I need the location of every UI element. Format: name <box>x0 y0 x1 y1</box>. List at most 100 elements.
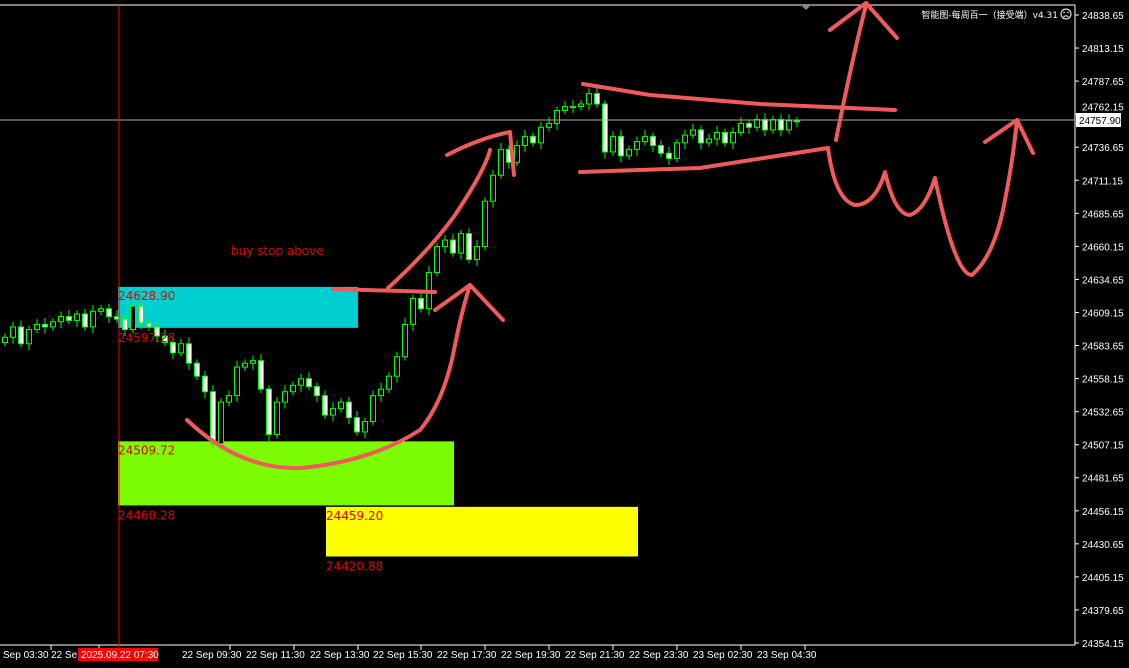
candle <box>474 240 480 267</box>
candle <box>714 126 720 146</box>
candle <box>226 390 232 406</box>
candle-body <box>602 103 608 153</box>
candle-body <box>570 106 576 109</box>
candle-body <box>354 417 360 433</box>
price-tick-label: 24583.65 <box>1082 342 1124 353</box>
time-tick-label: 22 Sep 17:30 <box>437 650 497 661</box>
candle-body <box>714 131 720 140</box>
candle-body <box>138 305 144 324</box>
price-tick-label: 24558.15 <box>1082 375 1124 386</box>
candle <box>562 101 568 115</box>
candle <box>514 140 520 167</box>
candle <box>490 170 496 208</box>
candle-body <box>594 93 600 105</box>
time-tick-label: 22 Se <box>51 650 78 661</box>
candle-body <box>538 126 544 144</box>
candle-body <box>762 119 768 131</box>
candle <box>794 116 800 128</box>
candle <box>642 129 648 146</box>
candle <box>314 382 320 403</box>
candle-body <box>122 318 128 331</box>
candle <box>162 329 168 347</box>
candle-body <box>58 316 64 323</box>
candle-body <box>634 141 640 150</box>
price-tick-label: 24430.65 <box>1082 540 1124 551</box>
zone-cyan[interactable] <box>118 286 358 328</box>
candle <box>618 129 624 163</box>
candle-body <box>74 313 80 321</box>
candle-body <box>682 134 688 144</box>
zone-yellow[interactable] <box>326 506 638 557</box>
candle-body <box>10 326 16 338</box>
candle-body <box>586 93 592 105</box>
candle <box>186 337 192 370</box>
candle-body <box>202 375 208 393</box>
time-axis: Sep 03:30 22 Se 22 Sep 09:30 22 Sep 11:30 22… <box>3 645 817 661</box>
candle <box>498 142 504 180</box>
candle <box>450 233 456 257</box>
candle-body <box>66 316 72 321</box>
candle-body <box>186 343 192 364</box>
drawing-triangle-bottom <box>578 146 830 174</box>
candle <box>346 396 352 425</box>
price-tick-label: 24813.15 <box>1082 44 1124 55</box>
annotation-text: buy stop above <box>231 244 324 258</box>
price-tick-label: 24787.65 <box>1082 77 1124 88</box>
drawing-triangle-top <box>581 82 897 112</box>
candle <box>178 338 184 357</box>
candle-body <box>650 135 656 146</box>
candle <box>626 145 632 160</box>
candle-body <box>266 388 272 436</box>
candle <box>754 114 760 132</box>
candle <box>298 373 304 392</box>
candle <box>762 113 768 137</box>
candle <box>202 370 208 399</box>
candle-body <box>306 378 312 388</box>
candle <box>770 115 776 134</box>
candle-body <box>474 246 480 261</box>
candle-body <box>642 135 648 143</box>
time-tick-label: 22 Sep 23:30 <box>629 650 689 661</box>
candle <box>122 315 128 336</box>
drawing-bowl-arrow <box>185 283 472 471</box>
cursor-time-label: 2025.09.22 07:30 <box>81 650 159 661</box>
price-tick-label: 24456.15 <box>1082 507 1124 518</box>
zone-top-label: 24509.72 <box>118 443 175 457</box>
time-tick-label: 22 Sep 11:30 <box>246 650 305 661</box>
candle-body <box>338 401 344 410</box>
zone-bottom-label: 24420.88 <box>326 560 383 574</box>
candle <box>18 320 24 348</box>
candle-body <box>698 129 704 144</box>
time-tick-label: 23 Sep 02:30 <box>693 650 753 661</box>
candle-body <box>18 326 24 345</box>
chart-shift-marker-icon[interactable] <box>801 5 811 10</box>
candle-body <box>290 384 296 393</box>
candle-body <box>626 148 632 157</box>
candle <box>402 317 408 361</box>
candle <box>602 100 608 159</box>
candle <box>386 372 392 394</box>
candle-body <box>82 313 88 328</box>
candle <box>530 132 536 147</box>
price-tick-label: 24685.65 <box>1082 209 1124 220</box>
candle <box>634 136 640 156</box>
zones <box>118 286 638 557</box>
candle-body <box>194 362 200 377</box>
candle-body <box>706 138 712 144</box>
drawing-breakout-line <box>331 287 437 294</box>
candle <box>362 417 368 439</box>
candle-body <box>362 421 368 433</box>
candle-body <box>722 131 728 144</box>
candle-body <box>378 388 384 397</box>
price-tick-label: 24354.15 <box>1082 639 1124 650</box>
candle-body <box>322 395 328 416</box>
candle-body <box>210 391 216 445</box>
candle-body <box>298 378 304 386</box>
candle <box>354 411 360 436</box>
candle-body <box>90 310 96 328</box>
candle-body <box>610 135 616 153</box>
candle <box>338 398 344 413</box>
zone-green[interactable] <box>118 441 454 506</box>
candle <box>746 119 752 134</box>
